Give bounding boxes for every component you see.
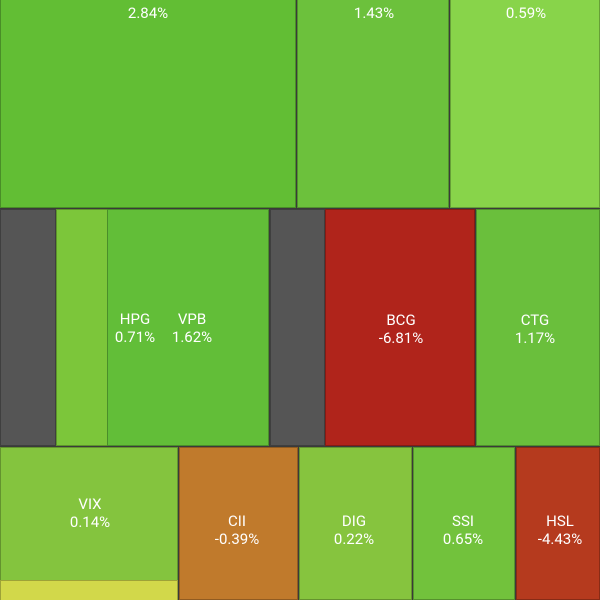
- tile[interactable]: [270, 209, 325, 446]
- change: -0.39%: [214, 530, 260, 548]
- tile[interactable]: [299, 447, 412, 600]
- change: 0.65%: [442, 530, 484, 548]
- change: 0.71%: [114, 328, 156, 346]
- tile[interactable]: [413, 447, 515, 600]
- tile[interactable]: [56, 209, 108, 446]
- tile[interactable]: [179, 447, 298, 600]
- tile[interactable]: [450, 0, 600, 208]
- tile[interactable]: [325, 209, 475, 446]
- tile[interactable]: [107, 209, 269, 446]
- tile[interactable]: [516, 447, 600, 600]
- ticker: CTG: [520, 311, 550, 329]
- change: 1.43%: [353, 4, 395, 22]
- change: 0.14%: [69, 513, 111, 531]
- change: 0.22%: [333, 530, 375, 548]
- change: 0.59%: [505, 4, 547, 22]
- ticker: BCG: [386, 311, 416, 329]
- ticker: HPG: [119, 310, 151, 328]
- tile[interactable]: [0, 580, 178, 600]
- change: 2.84%: [127, 4, 169, 22]
- tile[interactable]: [297, 0, 449, 208]
- tile[interactable]: [0, 209, 56, 446]
- ticker: DIG: [341, 512, 367, 530]
- tile[interactable]: [0, 447, 178, 581]
- tile[interactable]: [0, 0, 296, 208]
- change: 1.17%: [514, 329, 556, 347]
- ticker: VIX: [78, 495, 102, 513]
- ticker: HSL: [546, 512, 574, 530]
- change: -4.43%: [537, 530, 583, 548]
- ticker: CII: [228, 512, 246, 530]
- change: 1.62%: [171, 328, 213, 346]
- ticker: SSI: [452, 512, 474, 530]
- tile[interactable]: [476, 209, 600, 446]
- ticker: VPB: [177, 310, 207, 328]
- change: -6.81%: [378, 329, 424, 347]
